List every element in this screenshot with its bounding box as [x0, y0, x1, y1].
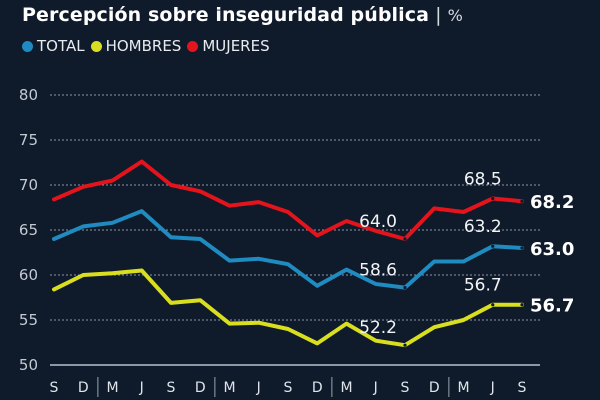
legend-item-hombres: HOMBRES — [90, 37, 182, 55]
data-point-marker — [520, 303, 524, 307]
y-tick-label: 80 — [19, 86, 38, 104]
legend-dot-total-icon — [22, 40, 33, 52]
x-tick-label: D — [78, 380, 89, 396]
x-tick-label: S — [401, 380, 410, 396]
y-tick-label: 75 — [19, 131, 38, 149]
x-tick-label: M — [457, 380, 469, 396]
y-tick-label: 65 — [19, 221, 38, 239]
x-tick-label: D — [429, 380, 440, 396]
y-tick-label: 55 — [19, 311, 38, 329]
data-point-marker — [491, 303, 495, 307]
annotation-label: 63.2 — [464, 217, 502, 237]
data-point-marker — [403, 237, 407, 241]
annotation-label: 68.5 — [464, 170, 502, 190]
title-separator: | — [435, 4, 442, 26]
x-tick-label: D — [312, 380, 323, 396]
legend-label-hombres: HOMBRES — [105, 37, 182, 55]
legend: TOTAL HOMBRES MUJERES — [22, 37, 270, 55]
legend-item-total: TOTAL — [22, 37, 85, 55]
legend-dot-hombres-icon — [90, 40, 102, 52]
data-point-marker — [403, 343, 407, 347]
x-tick-label: D — [195, 380, 206, 396]
end-value-label: 56.7 — [530, 296, 574, 317]
series-line-hombres — [52, 268, 524, 348]
x-tick-label: M — [223, 380, 235, 396]
x-tick-label: J — [373, 380, 378, 396]
x-tick-label: S — [50, 380, 59, 396]
x-tick-label: J — [139, 380, 144, 396]
x-tick-label: M — [340, 380, 352, 396]
data-point-marker — [520, 246, 524, 250]
x-tick-label: M — [106, 380, 118, 396]
x-tick-label: J — [490, 380, 495, 396]
y-tick-label: 70 — [19, 176, 38, 194]
y-tick-label: 60 — [19, 266, 38, 284]
annotation-label: 56.7 — [464, 276, 502, 296]
x-tick-label: S — [167, 380, 176, 396]
end-value-label: 68.2 — [530, 192, 574, 213]
series-line-total — [52, 209, 524, 290]
y-tick-label: 50 — [19, 356, 38, 374]
legend-label-mujeres: MUJERES — [202, 37, 270, 55]
legend-label-total: TOTAL — [37, 37, 85, 55]
series-line-mujeres — [52, 159, 524, 241]
legend-item-mujeres: MUJERES — [187, 37, 270, 55]
data-point-marker — [520, 199, 524, 203]
x-tick-label: S — [284, 380, 293, 396]
chart-title: Percepción sobre inseguridad pública |% — [22, 4, 463, 26]
data-point-marker — [403, 286, 407, 290]
x-tick-label: S — [518, 380, 527, 396]
legend-dot-mujeres-icon — [187, 40, 199, 52]
annotation-label: 58.6 — [359, 261, 397, 281]
annotation-label: 64.0 — [359, 212, 397, 232]
data-point-marker — [491, 196, 495, 201]
unit-label: % — [447, 6, 463, 25]
x-tick-label: J — [256, 380, 261, 396]
data-point-marker — [491, 244, 495, 248]
end-value-label: 63.0 — [530, 239, 574, 260]
annotation-label: 52.2 — [359, 318, 397, 338]
chart-title-text: Percepción sobre inseguridad pública — [22, 4, 430, 26]
